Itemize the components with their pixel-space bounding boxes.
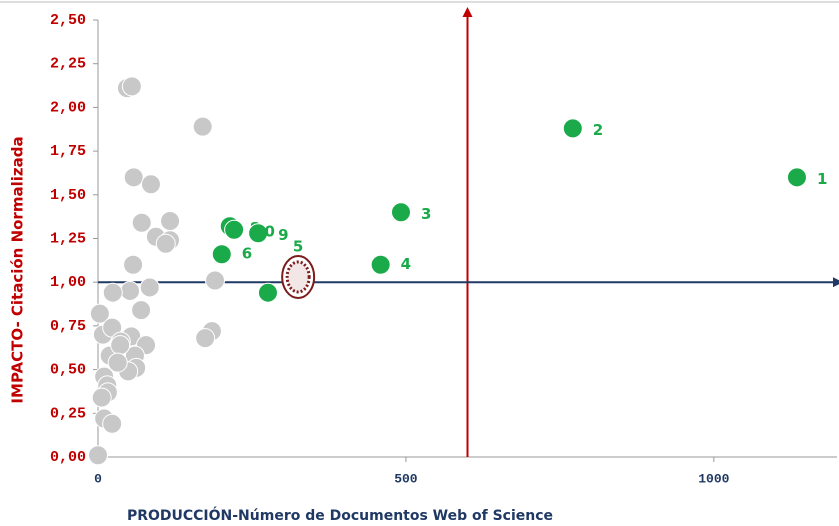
highlight-point bbox=[281, 254, 316, 299]
point bbox=[107, 352, 128, 373]
point-label: 6 bbox=[242, 245, 252, 263]
point bbox=[88, 445, 108, 466]
point bbox=[131, 212, 152, 233]
y-tick-label: 0,75 bbox=[50, 318, 86, 335]
point-label: 10 bbox=[254, 222, 275, 240]
point bbox=[786, 167, 807, 188]
y-tick-label: 2,25 bbox=[50, 56, 86, 73]
point bbox=[248, 223, 269, 244]
x-axis-title: PRODUCCIÓN-Número de Documentos Web of S… bbox=[127, 506, 553, 524]
point bbox=[102, 413, 123, 434]
y-tick-label: 1,50 bbox=[50, 187, 86, 204]
point bbox=[160, 211, 181, 232]
point bbox=[205, 270, 226, 291]
y-tick-label: 1,25 bbox=[50, 230, 86, 247]
point bbox=[123, 167, 144, 188]
point bbox=[155, 233, 176, 254]
y-tick-label: 2,50 bbox=[50, 12, 86, 29]
y-tick-label: 2,00 bbox=[50, 99, 86, 116]
point-label: 2 bbox=[593, 121, 603, 139]
point bbox=[390, 202, 411, 223]
point-label: 5 bbox=[293, 237, 303, 255]
x-tick-label: 0 bbox=[94, 471, 102, 486]
point-label: 4 bbox=[401, 255, 411, 273]
point bbox=[110, 335, 131, 356]
y-axis-title: IMPACTO- Citación Normalizada bbox=[9, 136, 27, 403]
point bbox=[370, 254, 391, 275]
point-label: 3 bbox=[421, 205, 431, 223]
point bbox=[102, 282, 123, 303]
point bbox=[224, 219, 245, 240]
y-tick-label: 1,75 bbox=[50, 143, 86, 160]
y-tick-label: 1,00 bbox=[50, 274, 86, 291]
x-tick-label: 500 bbox=[394, 471, 418, 486]
y-tick-label: 0,00 bbox=[50, 449, 86, 466]
point bbox=[257, 282, 278, 303]
point bbox=[120, 280, 141, 301]
x-tick-label: 1000 bbox=[698, 471, 729, 486]
point bbox=[123, 254, 144, 275]
point bbox=[562, 118, 583, 139]
point bbox=[195, 328, 216, 349]
point bbox=[89, 303, 110, 324]
point bbox=[140, 174, 161, 195]
point bbox=[91, 387, 112, 408]
point-label: 1 bbox=[817, 170, 827, 188]
point-label: 9 bbox=[278, 226, 288, 244]
point bbox=[211, 244, 232, 265]
point bbox=[192, 116, 213, 137]
point bbox=[139, 277, 160, 298]
point bbox=[131, 300, 152, 321]
point bbox=[121, 76, 142, 97]
logo-inner bbox=[285, 260, 311, 294]
y-tick-label: 0,25 bbox=[50, 405, 86, 422]
y-tick-label: 0,50 bbox=[50, 362, 86, 379]
